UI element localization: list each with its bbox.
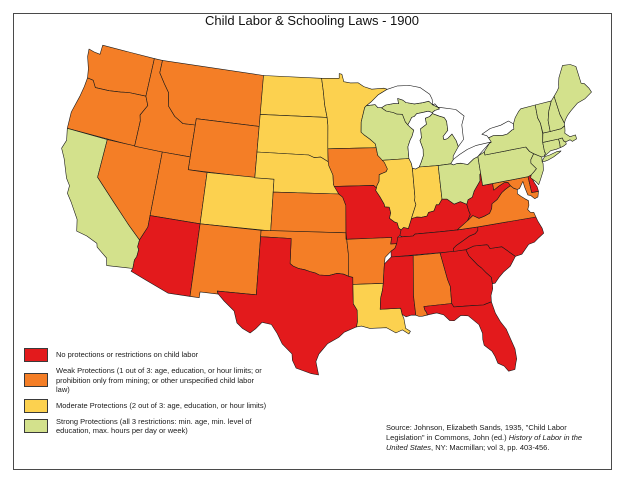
state-ME (553, 64, 592, 124)
great-lake-0 (407, 110, 433, 170)
state-FL (423, 301, 517, 372)
legend-swatch-moderate (24, 398, 48, 413)
state-AZ (130, 215, 201, 297)
great-lake-3 (450, 141, 492, 166)
state-MS (379, 255, 417, 318)
legend-label-strong: Strong Protections (all 3 restrictions: … (56, 416, 252, 436)
legend-label-moderate: Moderate Protections (2 out of 3: age, e… (56, 400, 267, 410)
state-MT (159, 60, 264, 127)
source-text-prefix: Source: Johnson, Elizabeth Sands, 1935, … (386, 423, 567, 442)
state-NJ (530, 153, 544, 185)
state-NC (453, 216, 544, 257)
great-lake-4 (481, 120, 515, 139)
map-legend: No protections or restrictions on child … (24, 348, 274, 440)
state-NM (189, 223, 262, 298)
source-citation: Source: Johnson, Elizabeth Sands, 1935, … (386, 423, 600, 453)
state-CO (199, 172, 275, 232)
legend-label-none: No protections or restrictions on child … (56, 350, 199, 360)
source-text-suffix: , NY: Macmillan; vol 3, pp. 403-456. (431, 443, 550, 452)
legend-item-strong: Strong Protections (all 3 restrictions: … (24, 417, 274, 436)
legend-item-none: No protections or restrictions on child … (24, 348, 274, 362)
legend-item-moderate: Moderate Protections (2 out of 3: age, e… (24, 398, 274, 413)
great-lake-1 (366, 85, 433, 108)
map-title: Child Labor & Schooling Laws - 1900 (205, 13, 419, 28)
state-KS (270, 191, 347, 234)
state-ND (259, 75, 328, 118)
state-WY (187, 118, 260, 179)
source-text-italic-title: History of Labor in the United States (386, 433, 583, 452)
legend-label-weak: Weak Protections (1 out of 3: age, educa… (56, 366, 262, 394)
legend-swatch-weak (24, 373, 48, 388)
legend-swatch-none (24, 348, 48, 362)
state-TX (217, 236, 358, 376)
legend-swatch-strong (24, 419, 48, 433)
legend-item-weak: Weak Protections (1 out of 3: age, educa… (24, 366, 274, 395)
great-lake-2 (432, 103, 465, 147)
